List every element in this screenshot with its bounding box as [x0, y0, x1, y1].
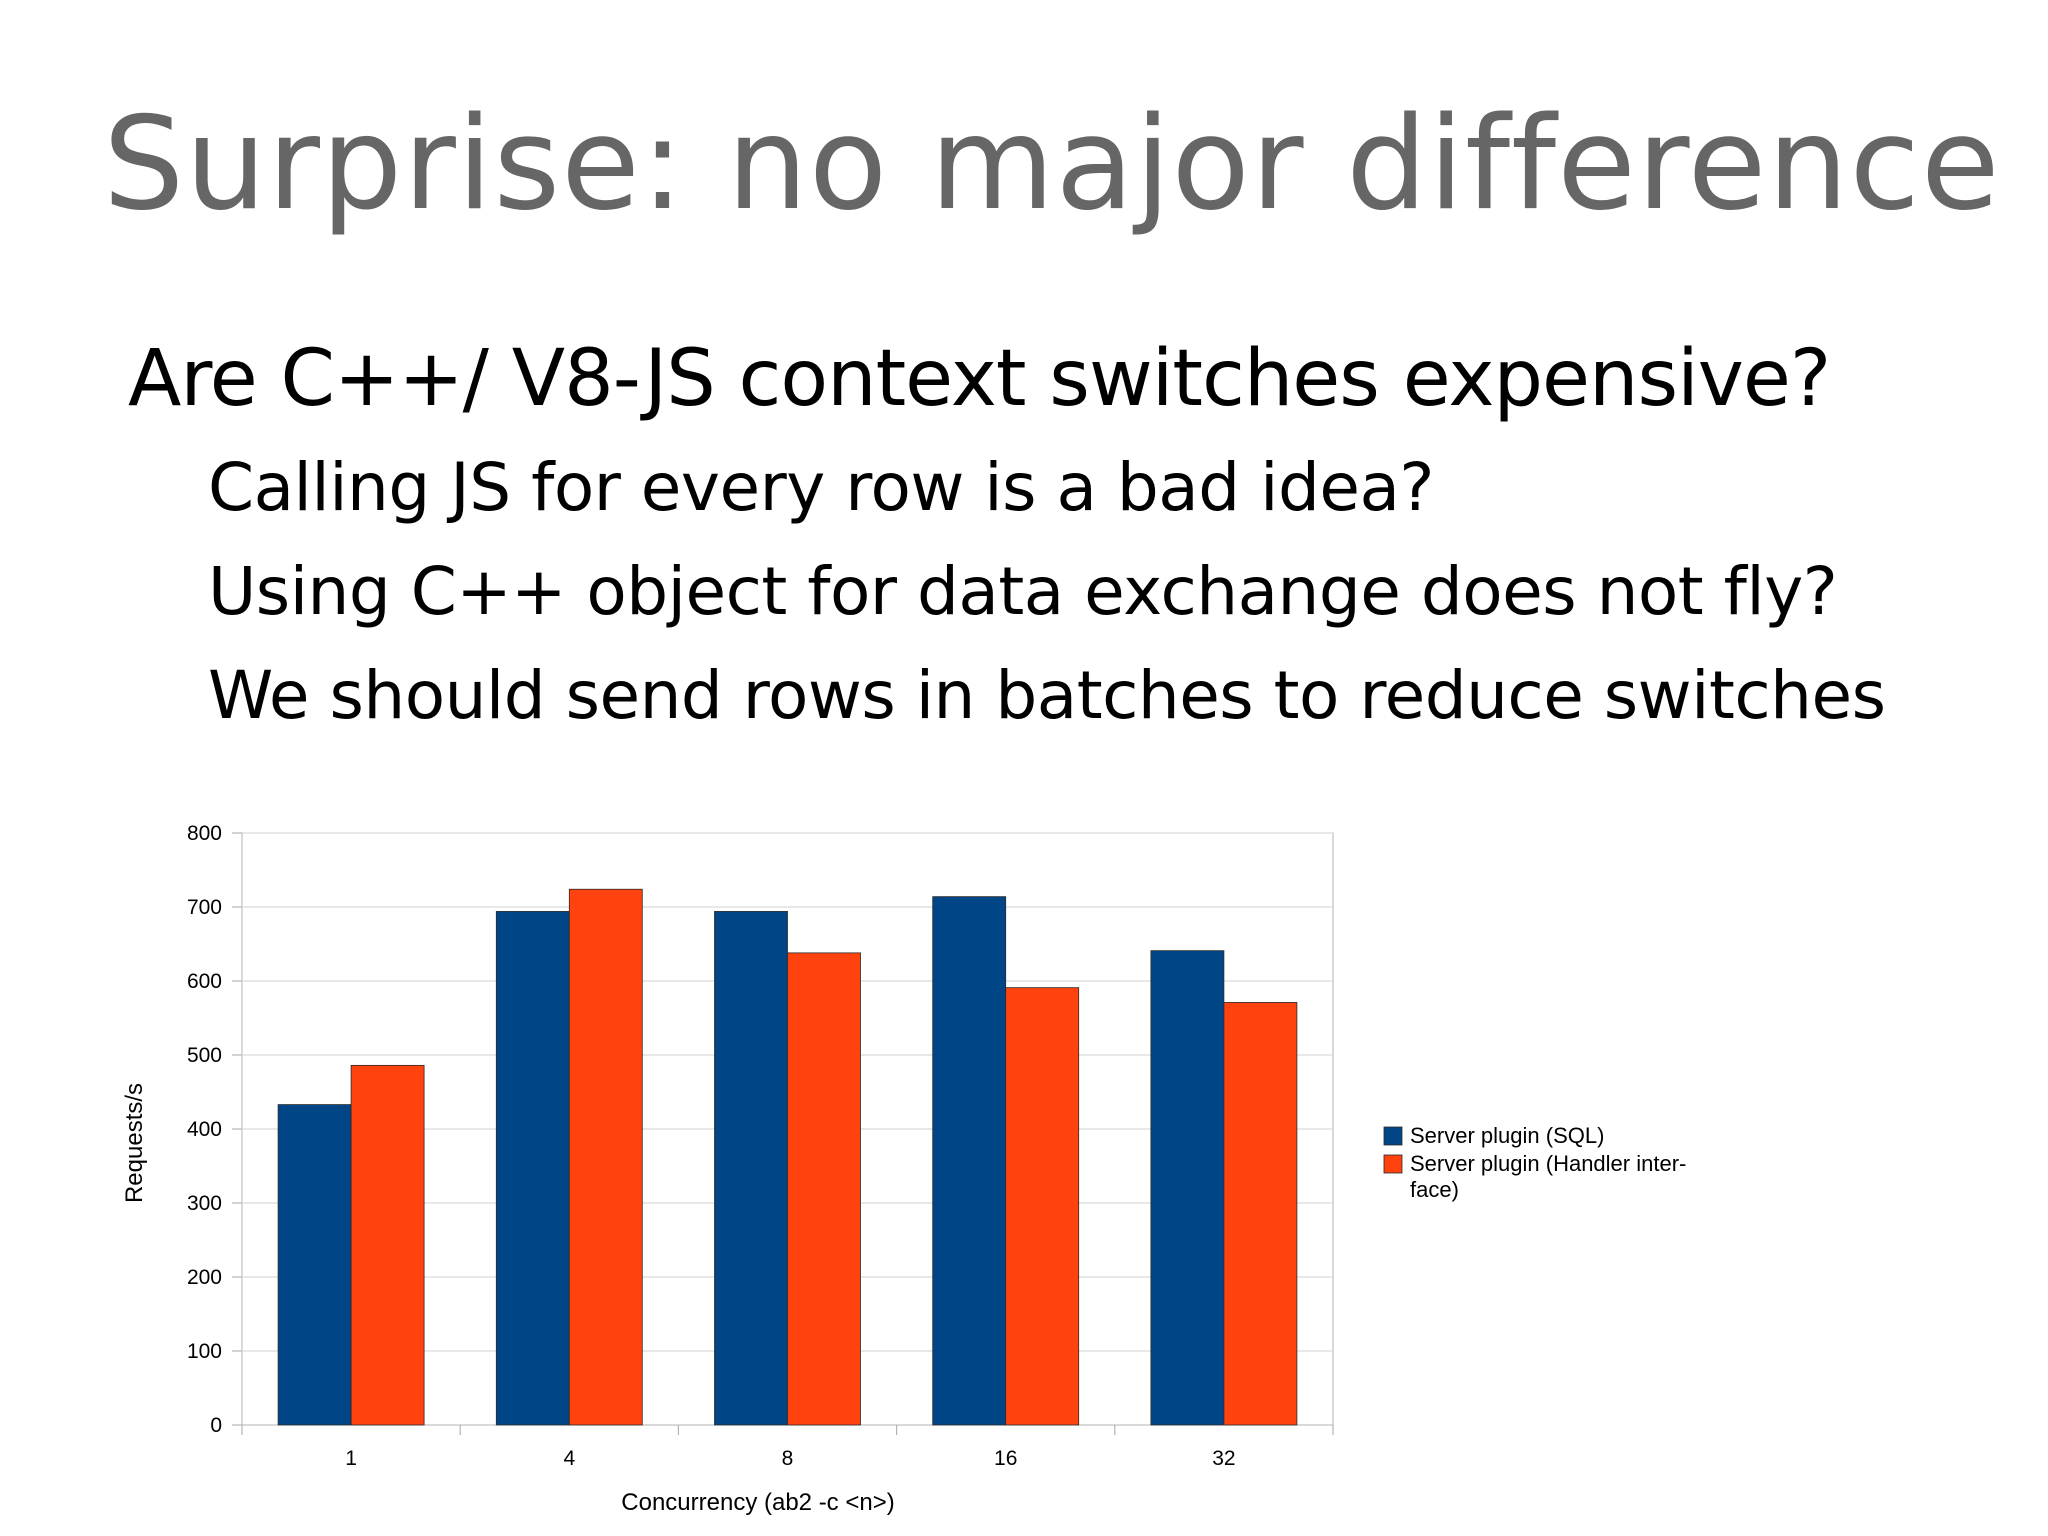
- y-tick-label: 500: [187, 1044, 222, 1067]
- bar-handler-1: [350, 1064, 425, 1426]
- bar-handler-16: [1005, 987, 1080, 1426]
- axes: [232, 832, 1334, 1435]
- bar-handler-32: [1223, 1002, 1298, 1426]
- y-tick-label: 800: [187, 822, 222, 845]
- x-tick-label: 8: [782, 1447, 794, 1470]
- bar-handler-4: [568, 888, 643, 1426]
- bar-sql-32: [1150, 950, 1225, 1426]
- x-tick-label: 4: [563, 1447, 575, 1470]
- y-tick-label: 100: [187, 1340, 222, 1363]
- legend-label: Server plugin (Handler inter-: [1410, 1151, 1686, 1176]
- x-axis-title: Concurrency (ab2 -c <n>): [621, 1489, 894, 1516]
- bar-sql-1: [277, 1104, 352, 1426]
- y-tick-label: 200: [187, 1266, 222, 1289]
- bar-sql-4: [495, 911, 570, 1426]
- x-tick-label: 1: [345, 1447, 357, 1470]
- y-tick-label: 300: [187, 1192, 222, 1215]
- y-tick-label: 0: [210, 1414, 222, 1437]
- bullet-list: Are C++/ V8-JS context switches expensiv…: [0, 0, 2048, 760]
- bar-handler-8: [787, 952, 861, 1426]
- x-tick-label: 32: [1212, 1447, 1235, 1470]
- sub-bullet-3: We should send rows in batches to reduce…: [208, 657, 1886, 734]
- tick-labels: 0 100 200 300 400 500 600 700 800 1 4 8 16 32: [187, 822, 1236, 1470]
- legend-label: Server plugin (SQL): [1410, 1123, 1604, 1148]
- y-tick-label: 600: [187, 970, 222, 993]
- bullet-main: Are C++/ V8-JS context switches expensiv…: [128, 334, 1831, 424]
- x-tick-label: 16: [994, 1447, 1017, 1470]
- bars: [277, 888, 1298, 1426]
- y-axis-title: Requests/s: [121, 1083, 148, 1203]
- y-tick-label: 400: [187, 1118, 222, 1141]
- legend-swatch-sql: [1383, 1126, 1403, 1146]
- bar-sql-8: [714, 911, 788, 1426]
- sub-bullet-2: Using C++ object for data exchange does …: [208, 553, 1838, 630]
- legend-label: face): [1410, 1177, 1459, 1202]
- legend: Server plugin (SQL) Server plugin (Handle…: [1383, 1123, 1686, 1202]
- legend-swatch-handler: [1383, 1154, 1403, 1174]
- sub-bullet-1: Calling JS for every row is a bad idea?: [208, 449, 1434, 526]
- slide-title: Surprise: no major difference: [103, 90, 2001, 239]
- bar-sql-16: [932, 896, 1007, 1426]
- y-tick-label: 700: [187, 896, 222, 919]
